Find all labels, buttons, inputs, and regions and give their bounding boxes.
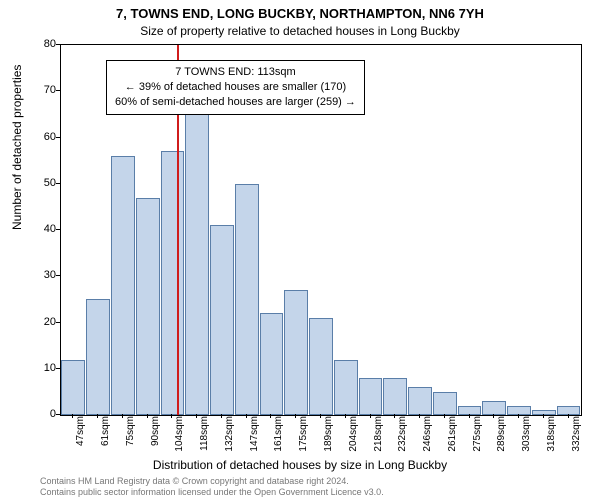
footer-line-1: Contains HM Land Registry data © Crown c…: [40, 476, 384, 487]
footer-line-2: Contains public sector information licen…: [40, 487, 384, 498]
histogram-bar: [433, 392, 457, 415]
histogram-bar: [185, 110, 209, 415]
histogram-bar: [210, 225, 234, 415]
histogram-bar: [61, 360, 85, 416]
annotation-line-1: 7 TOWNS END: 113sqm: [115, 65, 356, 80]
x-tick-mark: [345, 414, 346, 418]
histogram-bar: [532, 410, 556, 415]
x-tick-mark: [320, 414, 321, 418]
y-tick-label: 80: [26, 38, 56, 50]
annotation-line-2: ← 39% of detached houses are smaller (17…: [115, 80, 356, 95]
x-tick-mark: [444, 414, 445, 418]
y-tick-mark: [56, 90, 60, 91]
y-tick-mark: [56, 414, 60, 415]
x-tick-mark: [295, 414, 296, 418]
histogram-bar: [383, 378, 407, 415]
x-tick-mark: [221, 414, 222, 418]
y-tick-mark: [56, 368, 60, 369]
x-tick-mark: [270, 414, 271, 418]
y-tick-mark: [56, 229, 60, 230]
x-tick-mark: [493, 414, 494, 418]
histogram-bar: [284, 290, 308, 415]
histogram-bar: [359, 378, 383, 415]
y-tick-label: 40: [26, 223, 56, 235]
y-tick-mark: [56, 322, 60, 323]
histogram-bar: [136, 198, 160, 415]
histogram-bar: [334, 360, 358, 416]
histogram-bar: [161, 151, 185, 415]
y-tick-label: 30: [26, 269, 56, 281]
x-tick-mark: [469, 414, 470, 418]
x-tick-mark: [196, 414, 197, 418]
y-tick-label: 50: [26, 177, 56, 189]
y-tick-mark: [56, 275, 60, 276]
y-tick-mark: [56, 183, 60, 184]
annotation-box: 7 TOWNS END: 113sqm ← 39% of detached ho…: [106, 60, 365, 115]
footer-attribution: Contains HM Land Registry data © Crown c…: [40, 476, 384, 498]
chart-title-sub: Size of property relative to detached ho…: [0, 24, 600, 38]
x-axis-label: Distribution of detached houses by size …: [0, 458, 600, 472]
x-tick-mark: [246, 414, 247, 418]
histogram-bar: [482, 401, 506, 415]
annotation-line-3: 60% of semi-detached houses are larger (…: [115, 95, 356, 110]
y-tick-label: 0: [26, 408, 56, 420]
histogram-bar: [408, 387, 432, 415]
x-tick-mark: [97, 414, 98, 418]
x-tick-mark: [370, 414, 371, 418]
histogram-bar: [309, 318, 333, 415]
y-tick-label: 10: [26, 362, 56, 374]
y-tick-label: 20: [26, 316, 56, 328]
y-tick-label: 70: [26, 84, 56, 96]
x-tick-mark: [122, 414, 123, 418]
histogram-bar: [111, 156, 135, 415]
x-tick-mark: [419, 414, 420, 418]
x-tick-mark: [518, 414, 519, 418]
y-tick-label: 60: [26, 131, 56, 143]
x-tick-mark: [568, 414, 569, 418]
x-tick-mark: [72, 414, 73, 418]
y-tick-mark: [56, 44, 60, 45]
x-tick-mark: [543, 414, 544, 418]
histogram-bar: [235, 184, 259, 415]
y-tick-mark: [56, 137, 60, 138]
chart-title-main: 7, TOWNS END, LONG BUCKBY, NORTHAMPTON, …: [0, 6, 600, 21]
x-tick-mark: [147, 414, 148, 418]
x-tick-mark: [171, 414, 172, 418]
y-axis-label: Number of detached properties: [10, 65, 24, 230]
histogram-bar: [86, 299, 110, 415]
histogram-bar: [260, 313, 284, 415]
chart-container: 7, TOWNS END, LONG BUCKBY, NORTHAMPTON, …: [0, 0, 600, 500]
x-tick-mark: [394, 414, 395, 418]
